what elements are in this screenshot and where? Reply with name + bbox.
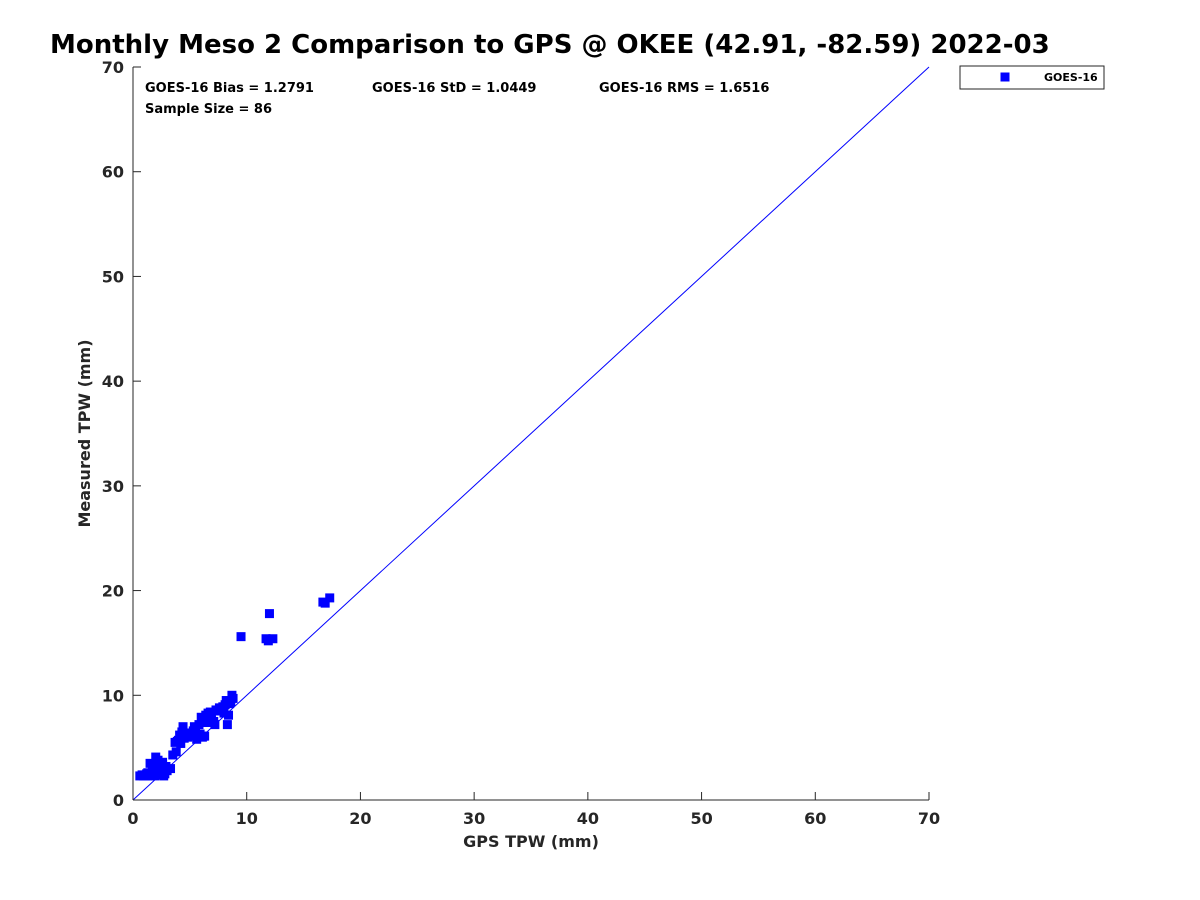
data-point: [166, 764, 176, 774]
data-point: [178, 722, 188, 732]
data-point: [268, 634, 278, 644]
data-point: [263, 636, 273, 646]
y-tick-label: 60: [102, 163, 124, 182]
data-point: [236, 632, 246, 642]
stat-annotation: GOES-16 RMS = 1.6516: [599, 81, 769, 96]
data-point: [158, 759, 168, 769]
data-point: [264, 609, 274, 619]
data-point: [181, 728, 191, 738]
data-point: [222, 720, 232, 730]
data-point: [225, 699, 235, 709]
data-point: [175, 730, 185, 740]
data-point: [171, 747, 181, 757]
legend-label: GOES-16: [1044, 71, 1098, 84]
legend: GOES-16: [959, 65, 1105, 90]
data-point: [224, 710, 234, 720]
x-tick-label: 60: [804, 809, 826, 828]
y-tick-label: 70: [102, 58, 124, 77]
y-tick-label: 50: [102, 267, 124, 286]
stat-annotation: GOES-16 StD = 1.0449: [372, 81, 536, 96]
y-axis-label: Measured TPW (mm): [75, 339, 94, 527]
data-point: [189, 722, 199, 732]
chart-title: Monthly Meso 2 Comparison to GPS @ OKEE …: [50, 30, 1050, 60]
x-tick-label: 0: [127, 809, 138, 828]
x-tick-label: 30: [463, 809, 485, 828]
legend-box: [959, 65, 1105, 90]
y-tick-label: 0: [113, 791, 124, 810]
data-point: [320, 598, 330, 608]
x-tick-label: 50: [690, 809, 712, 828]
stat-annotation: Sample Size = 86: [145, 102, 272, 117]
data-point: [192, 734, 202, 744]
stats-annotations: GOES-16 Bias = 1.2791 GOES-16 StD = 1.044…: [145, 81, 769, 117]
data-point: [227, 690, 237, 700]
data-point: [209, 716, 219, 726]
data-point: [194, 720, 204, 730]
x-tick-label: 20: [349, 809, 371, 828]
axes: 0 10 20 30 40 50 60 70 0 10 20 30 40 50 60 70 GPS TPW (m…: [75, 58, 940, 851]
plot-area: [132, 66, 930, 801]
reference-line: [132, 66, 930, 801]
y-tick-label: 40: [102, 372, 124, 391]
data-point: [217, 704, 227, 714]
x-axis-label: GPS TPW (mm): [463, 832, 599, 851]
x-tick-label: 40: [577, 809, 599, 828]
y-tick-label: 10: [102, 686, 124, 705]
stat-annotation: GOES-16 Bias = 1.2791: [145, 81, 314, 96]
y-tick-label: 20: [102, 582, 124, 601]
data-point: [325, 593, 335, 603]
y-tick-label: 30: [102, 477, 124, 496]
data-point: [150, 767, 160, 777]
data-point: [202, 718, 212, 728]
data-point: [199, 731, 209, 741]
data-point: [205, 707, 215, 717]
legend-marker: [1000, 72, 1010, 82]
x-tick-label: 10: [236, 809, 258, 828]
data-point: [187, 731, 197, 741]
data-point: [139, 771, 149, 781]
x-tick-label: 70: [918, 809, 940, 828]
data-point: [151, 752, 161, 762]
data-point: [170, 737, 180, 747]
data-point: [196, 712, 206, 722]
data-point: [156, 768, 166, 778]
